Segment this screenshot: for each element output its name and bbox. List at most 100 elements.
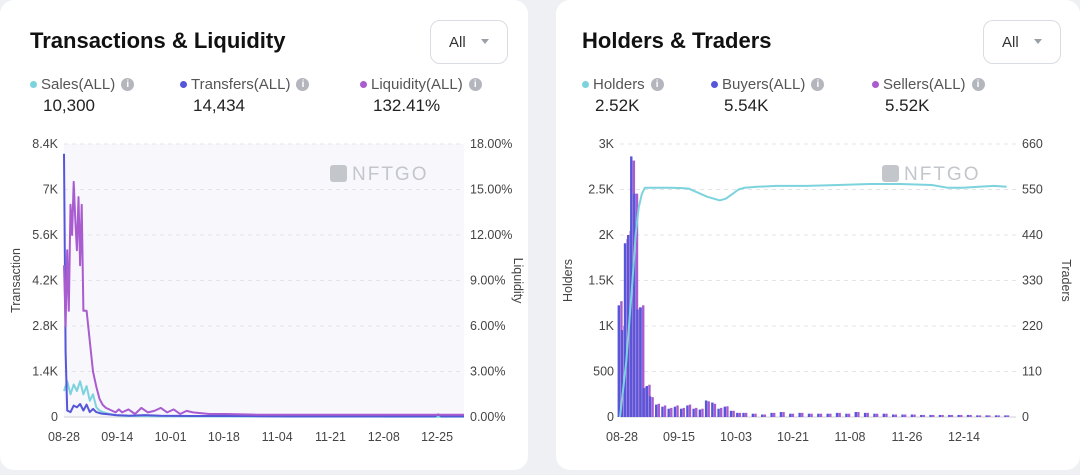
x-tick-label: 08-28 bbox=[48, 430, 80, 444]
sellers-bar bbox=[866, 412, 869, 417]
sellers-bar bbox=[635, 193, 639, 417]
y2-tick-label: 12.00% bbox=[470, 228, 512, 242]
x-tick-label: 11-21 bbox=[315, 430, 346, 444]
buyers-bar bbox=[929, 414, 932, 417]
buyers-bar bbox=[845, 413, 848, 417]
sellers-bar bbox=[960, 414, 963, 417]
buyers-bar bbox=[620, 330, 624, 417]
y-tick-label: 1.5K bbox=[588, 274, 614, 288]
y2-tick-label: 3.00% bbox=[470, 365, 505, 379]
chevron-down-icon bbox=[1034, 39, 1042, 44]
sellers-bar bbox=[810, 413, 813, 417]
x-tick-label: 09-14 bbox=[101, 430, 133, 444]
sellers-bar bbox=[726, 406, 729, 417]
sellers-bar bbox=[695, 407, 698, 417]
legend-transfers[interactable]: Transfers(ALL) i 14,434 bbox=[180, 76, 310, 116]
info-icon[interactable]: i bbox=[971, 77, 985, 91]
info-icon[interactable]: i bbox=[296, 77, 310, 91]
legend-label: Liquidity(ALL) bbox=[371, 76, 463, 93]
sellers-bar bbox=[713, 403, 717, 417]
legend-sales[interactable]: Sales(ALL) i 10,300 bbox=[30, 76, 135, 116]
legend-value: 5.54K bbox=[724, 96, 769, 115]
legend-label: Sellers(ALL) bbox=[883, 76, 966, 93]
buyers-bar bbox=[798, 412, 801, 417]
legend-sellers[interactable]: Sellers(ALL) i 5.52K bbox=[872, 76, 985, 116]
buyers-bar bbox=[711, 402, 714, 417]
buyers-bar bbox=[854, 412, 857, 417]
legend-holders[interactable]: Holders i 2.52K bbox=[582, 76, 664, 116]
legend-value: 10,300 bbox=[43, 96, 95, 115]
legend-label: Transfers(ALL) bbox=[191, 76, 291, 93]
y-tick-label: 5.6K bbox=[32, 228, 58, 242]
sellers-bar bbox=[701, 408, 704, 417]
y2-tick-label: 550 bbox=[1022, 183, 1043, 197]
buyers-bar bbox=[901, 414, 904, 417]
y2-tick-label: 660 bbox=[1022, 137, 1043, 151]
info-icon[interactable]: i bbox=[811, 77, 825, 91]
info-icon[interactable]: i bbox=[121, 77, 135, 91]
info-icon[interactable]: i bbox=[650, 77, 664, 91]
y-tick-label: 0 bbox=[51, 410, 58, 424]
sellers-bar bbox=[978, 415, 982, 417]
y2-tick-label: 0.00% bbox=[470, 410, 505, 424]
sellers-bar bbox=[763, 414, 767, 417]
buyers-bar bbox=[891, 414, 895, 417]
transactions-liquidity-chart[interactable]: 0 0.00% 1.4K 3.00% 2.8K 6.00% 4.2K 9.00% 5.6K 12.… bbox=[0, 0, 528, 470]
legend-dot bbox=[180, 80, 187, 88]
legend-value: 2.52K bbox=[595, 96, 640, 115]
legend-dot bbox=[872, 80, 879, 88]
x-tick-label: 11-04 bbox=[262, 430, 293, 444]
watermark-text: NFTGO bbox=[352, 164, 429, 185]
range-select[interactable]: All bbox=[430, 20, 508, 64]
x-tick-label: 11-26 bbox=[891, 430, 922, 444]
legend-buyers[interactable]: Buyers(ALL) i 5.54K bbox=[711, 76, 825, 116]
y2-axis-title: Liquidity bbox=[511, 258, 525, 305]
buyers-bar bbox=[920, 414, 923, 417]
buyers-bar bbox=[770, 412, 773, 417]
buyers-bar bbox=[636, 309, 639, 417]
legend-label: Sales(ALL) bbox=[41, 76, 116, 93]
chevron-down-icon bbox=[481, 39, 489, 44]
buyers-bar bbox=[704, 400, 708, 417]
sellers-bar bbox=[791, 413, 795, 417]
sellers-bar bbox=[950, 414, 954, 417]
sellers-bar bbox=[903, 414, 907, 417]
info-icon[interactable]: i bbox=[468, 77, 482, 91]
sellers-bar bbox=[732, 410, 735, 417]
y-tick-label: 3K bbox=[599, 137, 615, 151]
sellers-bar bbox=[932, 414, 935, 417]
series-line-liquidity-all bbox=[63, 180, 464, 416]
card-title: Holders & Traders bbox=[582, 28, 772, 53]
watermark: NFTGO bbox=[330, 164, 429, 185]
legend-liquidity[interactable]: Liquidity(ALL) i 132.41% bbox=[360, 76, 482, 116]
buyers-bar bbox=[661, 406, 664, 417]
y-tick-label: 0 bbox=[607, 410, 614, 424]
y2-tick-label: 110 bbox=[1022, 365, 1042, 379]
y-tick-label: 1.4K bbox=[32, 365, 58, 379]
sellers-bar bbox=[941, 414, 944, 417]
sellers-bar bbox=[801, 412, 804, 417]
series-line-holders bbox=[619, 183, 1007, 418]
sellers-bar bbox=[988, 415, 991, 417]
sellers-bar bbox=[707, 401, 710, 417]
buyers-bar bbox=[779, 412, 783, 417]
buyers-bar bbox=[645, 385, 649, 417]
sellers-bar bbox=[657, 403, 661, 417]
buyers-bar bbox=[698, 409, 702, 417]
sellers-bar bbox=[663, 405, 667, 417]
holders-traders-chart[interactable]: 0 0 500 110 1K 220 1.5K 330 2K 440 2.5K 550 3K 660 08-… bbox=[556, 0, 1080, 470]
y-tick-label: 4.2K bbox=[32, 274, 58, 288]
range-select-value: All bbox=[1002, 34, 1019, 51]
legend-dot bbox=[711, 80, 718, 88]
sellers-bar bbox=[688, 404, 692, 417]
nftgo-logo-icon bbox=[330, 165, 347, 182]
sellers-bar bbox=[997, 415, 1000, 417]
sellers-bar bbox=[819, 413, 823, 417]
y2-tick-label: 220 bbox=[1022, 319, 1043, 333]
range-select[interactable]: All bbox=[983, 20, 1061, 64]
legend-dot bbox=[30, 80, 37, 88]
y-tick-label: 1K bbox=[599, 319, 615, 333]
legend-dot bbox=[582, 80, 589, 88]
y-tick-label: 2.5K bbox=[588, 183, 614, 197]
sellers-bar bbox=[682, 407, 685, 417]
